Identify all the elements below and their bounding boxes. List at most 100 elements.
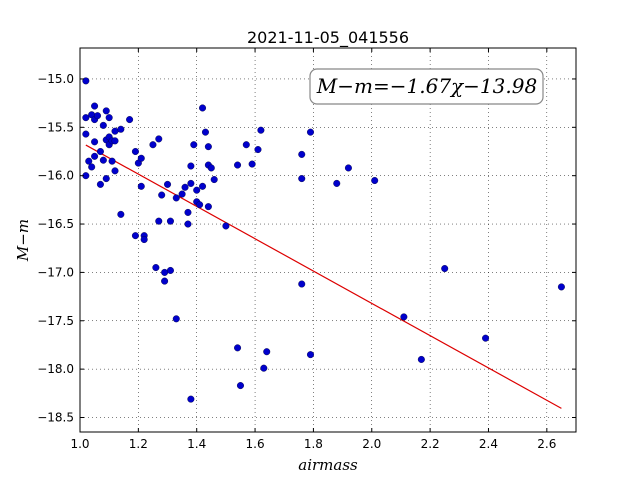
data-point <box>82 77 90 85</box>
data-point <box>344 164 352 172</box>
data-point <box>164 180 172 188</box>
x-axis-ticks: 1.0 1.2 1.4 1.6 1.8 2.0 2.2 2.4 2.6 <box>70 48 556 451</box>
data-point <box>158 191 166 199</box>
data-point <box>161 268 169 276</box>
y-tick-label: −15.0 <box>37 72 74 86</box>
data-point <box>557 283 565 291</box>
x-tick-label: 1.4 <box>187 437 206 451</box>
data-point <box>149 141 157 149</box>
x-tick-label: 2.6 <box>537 437 556 451</box>
data-point <box>207 164 215 172</box>
data-point <box>172 194 180 202</box>
data-point <box>201 128 209 136</box>
data-point <box>187 395 195 403</box>
data-point <box>190 141 198 149</box>
data-point <box>166 217 174 225</box>
data-point <box>91 102 99 110</box>
data-point <box>199 104 207 112</box>
plot-frame <box>79 47 577 433</box>
data-point <box>137 182 145 190</box>
data-point <box>204 203 212 211</box>
data-point <box>210 176 218 184</box>
fit-line-group <box>85 144 562 409</box>
data-point <box>105 114 113 122</box>
data-point <box>333 179 341 187</box>
data-point <box>204 143 212 151</box>
data-point <box>102 107 110 115</box>
data-point <box>184 208 192 216</box>
fit-line <box>85 144 562 409</box>
data-point <box>248 160 256 168</box>
data-point <box>199 182 207 190</box>
data-point <box>102 175 110 183</box>
data-point <box>193 186 201 194</box>
fit-annotation: M−m=−1.67χ−13.98 <box>309 68 544 105</box>
data-point <box>126 116 134 124</box>
data-point <box>257 126 265 134</box>
data-point <box>82 114 90 122</box>
data-point <box>482 334 490 342</box>
data-point <box>91 138 99 146</box>
data-point <box>242 141 250 149</box>
grid <box>79 48 576 432</box>
y-tick-label: −16.5 <box>37 217 74 231</box>
y-axis-ticks: −15.0 −15.5 −16.0 −16.5 −17.0 −17.5 −18.0 −18.5 <box>37 72 576 424</box>
y-tick-label: −17.5 <box>37 314 74 328</box>
data-point <box>181 183 189 191</box>
data-point <box>140 236 148 244</box>
data-point <box>222 222 230 230</box>
data-point <box>96 180 104 188</box>
y-tick-label: −18.0 <box>37 362 74 376</box>
data-point <box>94 112 102 120</box>
data-point <box>234 161 242 169</box>
y-tick-label: −16.0 <box>37 169 74 183</box>
data-point <box>187 162 195 170</box>
data-point <box>441 265 449 273</box>
x-tick-label: 2.4 <box>479 437 498 451</box>
x-axis-label: airmass <box>298 456 358 474</box>
data-point <box>298 280 306 288</box>
x-tick-label: 1.0 <box>70 437 89 451</box>
data-point <box>88 163 96 171</box>
data-point <box>108 157 116 165</box>
data-point <box>131 147 139 155</box>
y-axis-label: M−m <box>14 219 32 262</box>
annotation-box <box>309 68 544 105</box>
data-point <box>234 344 242 352</box>
data-point <box>117 210 125 218</box>
data-point <box>417 355 425 363</box>
y-tick-label: −17.0 <box>37 265 74 279</box>
y-tick-label: −15.5 <box>37 120 74 134</box>
data-point <box>117 125 125 133</box>
data-point <box>161 277 169 285</box>
chart-title: 2021-11-05_041556 <box>247 28 409 48</box>
data-point <box>85 157 93 165</box>
annotation-text: M−m=−1.67χ−13.98 <box>316 74 537 98</box>
data-point <box>111 127 119 135</box>
data-point <box>400 313 408 321</box>
data-point <box>298 175 306 183</box>
x-tick-label: 2.0 <box>362 437 381 451</box>
data-point <box>254 146 262 154</box>
data-point <box>172 315 180 323</box>
data-point <box>131 232 139 240</box>
data-point <box>99 121 107 129</box>
data-point <box>111 137 119 145</box>
data-point <box>306 128 314 136</box>
data-point <box>178 190 186 198</box>
data-points <box>82 77 565 403</box>
data-point <box>298 150 306 158</box>
data-point <box>99 156 107 164</box>
data-point <box>371 177 379 185</box>
data-point <box>263 348 271 356</box>
data-point <box>236 382 244 390</box>
data-point <box>196 201 204 209</box>
data-point <box>184 220 192 228</box>
x-tick-label: 1.6 <box>246 437 265 451</box>
data-point <box>91 152 99 160</box>
x-tick-label: 1.8 <box>304 437 323 451</box>
data-point <box>187 179 195 187</box>
data-point <box>137 154 145 162</box>
data-point <box>166 266 174 274</box>
